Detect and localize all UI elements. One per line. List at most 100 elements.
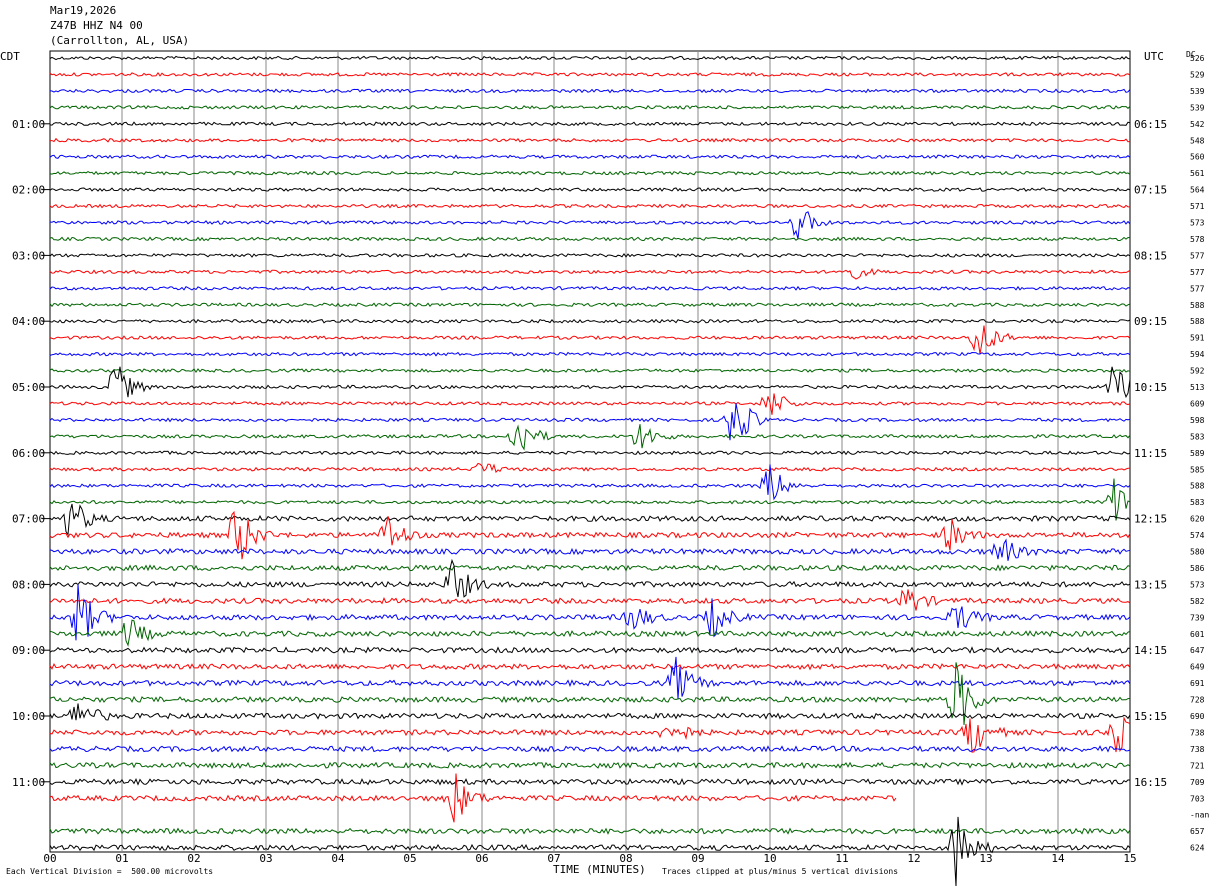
right-time-label: 09:15 — [1134, 315, 1167, 328]
right-time-label: 11:15 — [1134, 447, 1167, 460]
trace-line — [49, 703, 1131, 721]
left-time-label: 11:00 — [12, 776, 45, 789]
trace-dc-value: 721 — [1190, 761, 1205, 770]
trace-dc-value: -nan — [1190, 811, 1209, 820]
trace-dc-value: 586 — [1190, 564, 1205, 573]
trace-line — [49, 589, 1131, 611]
trace-dc-value: 577 — [1190, 251, 1205, 260]
trace-line — [49, 745, 1131, 753]
trace-line — [49, 558, 1131, 598]
trace-dc-value: 592 — [1190, 367, 1205, 376]
trace-line — [49, 325, 1131, 355]
trace-line — [49, 170, 1131, 176]
trace-dc-value: 583 — [1190, 498, 1205, 507]
x-axis-title: TIME (MINUTES) — [553, 863, 646, 876]
trace-line — [49, 716, 1131, 753]
trace-dc-value: 690 — [1190, 712, 1205, 721]
trace-dc-value: 588 — [1190, 317, 1205, 326]
trace-dc-value: 577 — [1190, 268, 1205, 277]
trace-dc-value: 574 — [1190, 531, 1205, 540]
trace-line — [49, 366, 1131, 399]
right-time-label: 14:15 — [1134, 644, 1167, 657]
left-time-label: 04:00 — [12, 315, 45, 328]
trace-line — [49, 302, 1131, 308]
left-axis-title: CDT — [0, 50, 20, 63]
left-time-label: 05:00 — [12, 381, 45, 394]
trace-line — [49, 187, 1131, 193]
right-time-label: 15:15 — [1134, 710, 1167, 723]
trace-dc-value: 649 — [1190, 663, 1205, 672]
x-tick-label: 00 — [43, 852, 56, 865]
trace-line — [49, 510, 1131, 560]
trace-line — [49, 761, 1131, 770]
trace-dc-value: 591 — [1190, 334, 1205, 343]
trace-dc-value: 601 — [1190, 630, 1205, 639]
trace-dc-value: 571 — [1190, 202, 1205, 211]
left-time-label: 03:00 — [12, 249, 45, 262]
trace-line — [49, 656, 1131, 700]
trace-line — [49, 285, 1131, 291]
trace-line — [49, 104, 1131, 110]
trace-dc-value: 526 — [1190, 54, 1205, 63]
trace-line — [49, 351, 1131, 357]
trace-line — [49, 773, 897, 823]
trace-line — [49, 816, 1131, 886]
x-tick-label: 13 — [979, 852, 992, 865]
trace-dc-value: 582 — [1190, 597, 1205, 606]
trace-line — [49, 88, 1131, 94]
trace-line — [49, 778, 1131, 786]
trace-dc-value: 738 — [1190, 745, 1205, 754]
dc-label: DC — [1186, 50, 1196, 59]
right-axis-title: UTC — [1144, 50, 1164, 63]
trace-line — [49, 368, 1131, 374]
right-time-label: 07:15 — [1134, 184, 1167, 197]
trace-dc-value: 560 — [1190, 153, 1205, 162]
x-tick-label: 06 — [475, 852, 488, 865]
trace-line — [49, 662, 1131, 726]
trace-line — [49, 662, 1131, 671]
x-tick-label: 08 — [619, 852, 632, 865]
trace-line — [49, 503, 1131, 536]
trace-line — [49, 564, 1131, 572]
trace-line — [49, 403, 1131, 441]
trace-line — [49, 267, 1131, 280]
x-tick-label: 11 — [835, 852, 848, 865]
trace-line — [49, 154, 1131, 160]
trace-dc-value: 513 — [1190, 383, 1205, 392]
trace-dc-value: 542 — [1190, 120, 1205, 129]
x-tick-label: 14 — [1051, 852, 1065, 865]
trace-dc-value: 624 — [1190, 844, 1205, 853]
trace-dc-value: 620 — [1190, 515, 1205, 524]
x-tick-label: 10 — [763, 852, 776, 865]
trace-dc-value: 580 — [1190, 548, 1205, 557]
trace-line — [49, 236, 1131, 242]
trace-dc-value: 539 — [1190, 87, 1205, 96]
trace-dc-value: 728 — [1190, 696, 1205, 705]
plot-date: Mar19,2026 — [50, 4, 117, 17]
trace-dc-value: 738 — [1190, 728, 1205, 737]
right-time-label: 13:15 — [1134, 578, 1167, 591]
station-code: Z47B HHZ N4 00 — [50, 19, 143, 32]
trace-dc-value: 703 — [1190, 794, 1205, 803]
trace-dc-value: 573 — [1190, 219, 1205, 228]
trace-dc-value: 739 — [1190, 613, 1205, 622]
x-tick-label: 04 — [331, 852, 345, 865]
trace-line — [49, 121, 1131, 127]
x-tick-label: 12 — [907, 852, 920, 865]
trace-dc-value: 564 — [1190, 186, 1205, 195]
trace-dc-value: 529 — [1190, 70, 1205, 79]
left-time-label: 02:00 — [12, 184, 45, 197]
trace-dc-value: 588 — [1190, 301, 1205, 310]
trace-line — [49, 584, 1131, 641]
plot-frame — [49, 50, 1131, 853]
left-time-label: 10:00 — [12, 710, 45, 723]
trace-line — [49, 55, 1131, 61]
x-tick-label: 05 — [403, 852, 416, 865]
trace-dc-value: 578 — [1190, 235, 1205, 244]
left-time-label: 09:00 — [12, 644, 45, 657]
right-time-label: 16:15 — [1134, 776, 1167, 789]
trace-dc-value: 589 — [1190, 449, 1205, 458]
trace-dc-value: 609 — [1190, 399, 1205, 408]
trace-line — [49, 619, 1131, 647]
trace-line — [49, 827, 1131, 835]
